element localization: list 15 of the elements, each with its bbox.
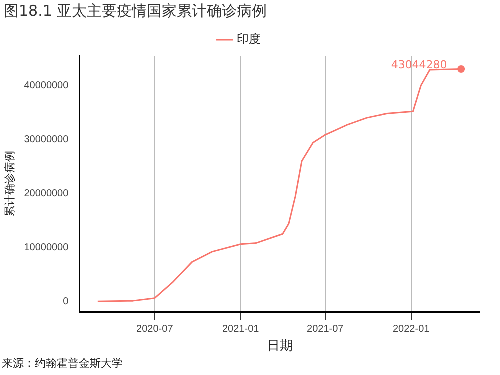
y-tick-label: 30000000 xyxy=(24,134,70,146)
y-axis-title: 累计确诊病例 xyxy=(4,151,17,218)
source-note: 来源：约翰霍普金斯大学 xyxy=(2,356,123,371)
data-label: 43044280 xyxy=(391,58,448,72)
x-tick-label: 2022-01 xyxy=(392,324,430,336)
y-tick-label: 0 xyxy=(63,296,70,308)
legend-label: 印度 xyxy=(237,32,261,46)
chart-title: 图18.1 亚太主要疫情国家累计确诊病例 xyxy=(4,2,268,21)
y-tick-label: 20000000 xyxy=(24,188,70,200)
x-axis-title: 日期 xyxy=(266,338,293,353)
y-tick-label: 10000000 xyxy=(24,242,70,254)
x-tick-label: 2020-07 xyxy=(136,324,174,336)
x-tick-label: 2021-07 xyxy=(307,324,344,336)
x-tick-label: 2021-01 xyxy=(222,324,260,336)
y-tick-label: 40000000 xyxy=(24,80,70,92)
